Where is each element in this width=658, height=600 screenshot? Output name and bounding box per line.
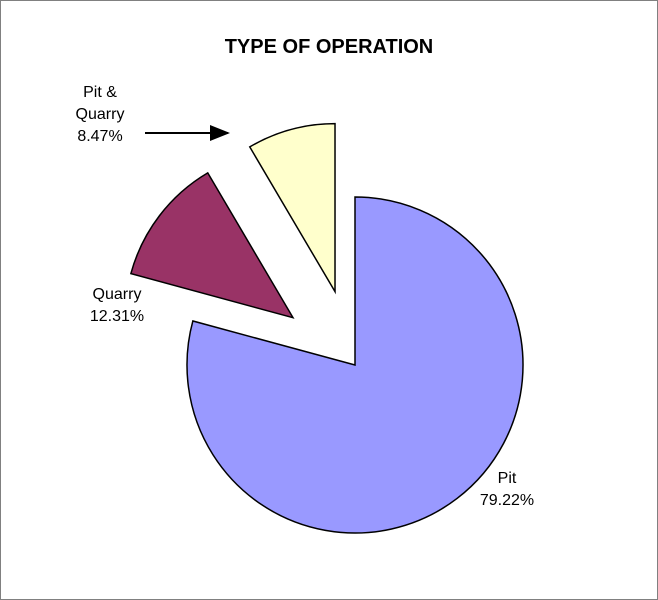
slice-value: 12.31% bbox=[89, 308, 145, 325]
slice-value: 8.47% bbox=[77, 128, 123, 145]
pie-slice bbox=[248, 122, 336, 295]
slice-category: Pit bbox=[497, 470, 517, 487]
pie-slice bbox=[129, 171, 295, 319]
pie-slice bbox=[186, 196, 524, 534]
slice-label: Pit & Quarry 8.47% bbox=[65, 82, 135, 148]
slice-value: 79.22% bbox=[479, 492, 535, 509]
slice-label: Pit 79.22% bbox=[467, 468, 547, 512]
slice-category: Pit & Quarry bbox=[75, 84, 125, 123]
slice-category: Quarry bbox=[92, 286, 142, 303]
slice-label: Quarry 12.31% bbox=[77, 284, 157, 328]
chart-title: TYPE OF OPERATION bbox=[224, 36, 434, 58]
